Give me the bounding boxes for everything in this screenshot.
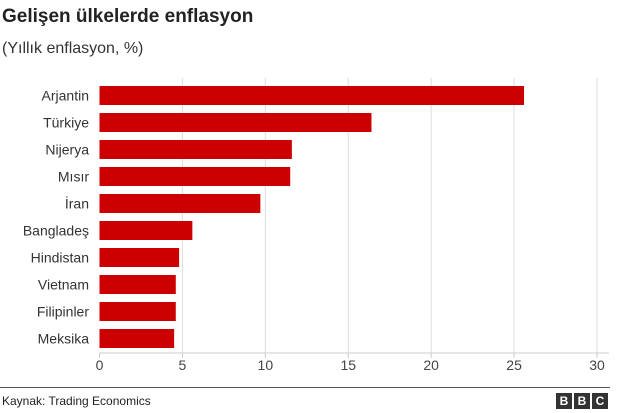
bar — [99, 329, 175, 348]
bar — [99, 248, 180, 267]
category-label: Bangladeş — [23, 223, 89, 239]
x-tick-label: 10 — [258, 357, 274, 373]
bar — [99, 167, 291, 186]
source-text: Kaynak: Trading Economics — [2, 394, 151, 408]
chart-subtitle: (Yıllık enflasyon, %) — [2, 40, 144, 57]
category-label: Mısır — [58, 169, 89, 185]
bar — [99, 302, 176, 321]
bar — [99, 221, 193, 240]
category-label: Meksika — [38, 331, 90, 347]
footer-divider — [0, 387, 610, 388]
category-label: Nijerya — [45, 142, 89, 158]
bar — [99, 140, 292, 159]
chart-title: Gelişen ülkelerde enflasyon — [2, 6, 254, 27]
category-label: Arjantin — [42, 88, 89, 104]
x-tick-label: 25 — [506, 357, 522, 373]
bar — [99, 86, 525, 105]
x-tick-label: 5 — [179, 357, 187, 373]
category-label: Hindistan — [31, 250, 89, 266]
bar — [99, 275, 176, 294]
x-tick-label: 30 — [589, 357, 605, 373]
category-label: Filipinler — [37, 304, 89, 320]
bar — [99, 194, 261, 213]
bar — [99, 113, 372, 132]
category-label: Türkiye — [43, 115, 89, 131]
category-label: İran — [65, 195, 89, 212]
x-tick-label: 20 — [423, 357, 439, 373]
x-tick-label: 0 — [96, 357, 104, 373]
x-tick-label: 15 — [340, 357, 356, 373]
category-label: Vietnam — [38, 277, 89, 293]
